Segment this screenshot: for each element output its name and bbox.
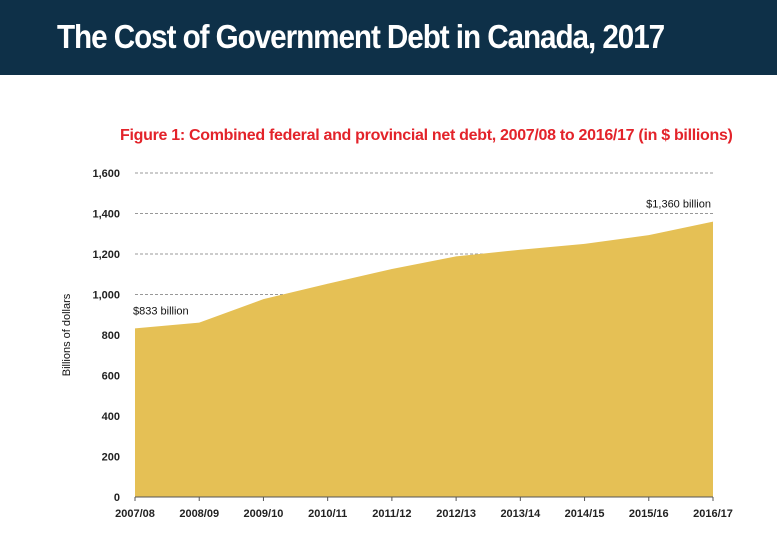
header-banner: The Cost of Government Debt in Canada, 2… xyxy=(0,0,777,75)
y-tick-label: 1,200 xyxy=(92,249,120,261)
x-tick-label: 2015/16 xyxy=(629,508,669,520)
x-tick-label: 2011/12 xyxy=(372,508,411,520)
x-tick-label: 2012/13 xyxy=(436,508,476,520)
y-tick-label: 0 xyxy=(114,492,120,504)
x-tick-label: 2007/08 xyxy=(115,508,155,520)
y-tick-label: 200 xyxy=(102,452,120,464)
y-tick-label: 1,600 xyxy=(92,168,120,180)
data-annotation: $833 billion xyxy=(133,305,189,317)
x-tick-label: 2010/11 xyxy=(308,508,347,520)
data-annotation: $1,360 billion xyxy=(646,199,711,211)
y-tick-label: 400 xyxy=(102,411,120,423)
x-tick-label: 2016/17 xyxy=(693,508,733,520)
y-axis-label: Billions of dollars xyxy=(61,293,73,376)
x-tick-label: 2014/15 xyxy=(565,508,605,520)
figure-title: Figure 1: Combined federal and provincia… xyxy=(120,127,733,144)
debt-area xyxy=(135,221,713,497)
x-tick-label: 2013/14 xyxy=(500,508,541,520)
page-title: The Cost of Government Debt in Canada, 2… xyxy=(57,18,665,55)
y-tick-label: 1,000 xyxy=(92,290,120,302)
y-tick-label: 600 xyxy=(102,371,120,383)
y-tick-label: 800 xyxy=(102,330,120,342)
x-tick-label: 2008/09 xyxy=(179,508,219,520)
y-tick-label: 1,400 xyxy=(92,209,120,221)
x-tick-label: 2009/10 xyxy=(244,508,284,520)
